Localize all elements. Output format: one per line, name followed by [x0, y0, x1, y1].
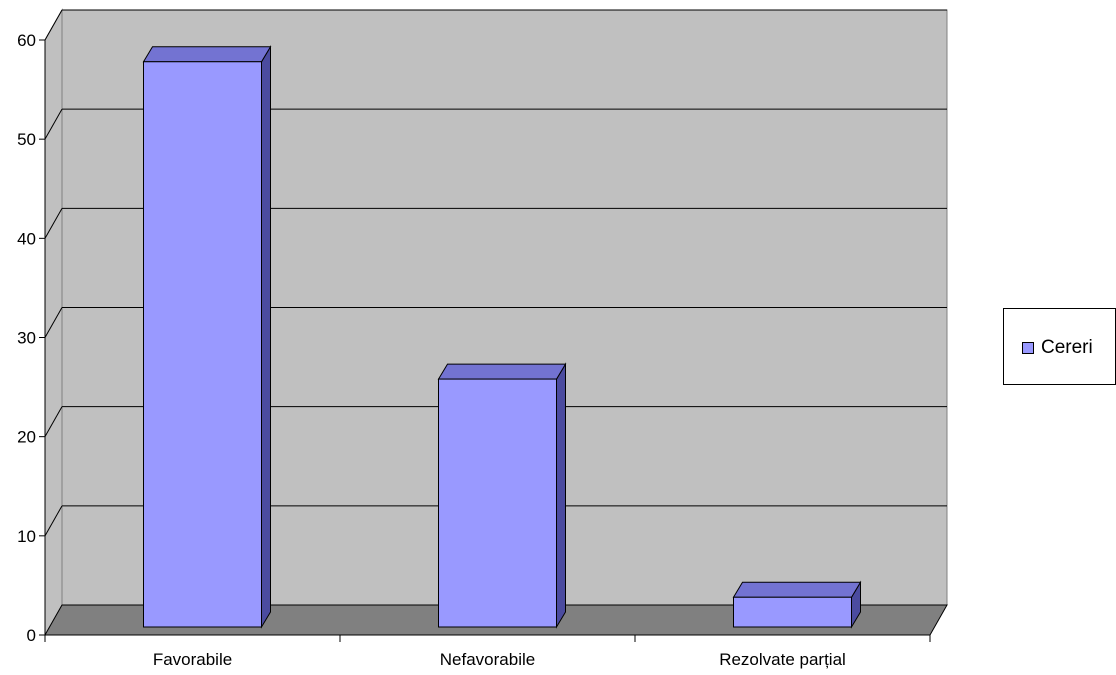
gridline [44, 307, 63, 338]
bar-nefavorabile [437, 362, 567, 629]
bar-top [142, 46, 272, 63]
y-tick-label: 40 [17, 229, 36, 248]
x-tick-label: Favorabile [153, 650, 232, 669]
bar-favorabile [142, 44, 272, 629]
y-tick-label: 20 [17, 428, 36, 447]
gridline [44, 406, 63, 437]
legend-swatch [1022, 342, 1034, 354]
bar-top [437, 363, 567, 380]
legend: Cereri [1003, 308, 1116, 385]
x-axis: Favorabile Nefavorabile Rezolvate parțial [44, 634, 931, 669]
gridline [44, 9, 63, 41]
bar-top [732, 581, 862, 598]
bars [142, 44, 862, 629]
y-axis: 0 10 20 30 40 50 60 [17, 31, 46, 645]
y-tick-label: 30 [17, 329, 36, 348]
y-tick-label: 10 [17, 527, 36, 546]
bar-front [733, 596, 852, 628]
gridline [44, 505, 63, 537]
x-tick-label: Rezolvate parțial [719, 650, 846, 669]
y-tick-label: 60 [17, 31, 36, 50]
bar-front [143, 61, 262, 628]
x-tick-label: Nefavorabile [440, 650, 535, 669]
bar-front [438, 378, 557, 628]
gridline [44, 108, 63, 140]
bar-side [556, 362, 566, 629]
y-tick-label: 50 [17, 130, 36, 149]
bar-side [261, 44, 271, 629]
bar-rezolvate-par-ial [732, 580, 862, 629]
y-tick-label: 0 [27, 626, 36, 645]
legend-label: Cereri [1041, 337, 1093, 358]
gridline [44, 208, 63, 239]
